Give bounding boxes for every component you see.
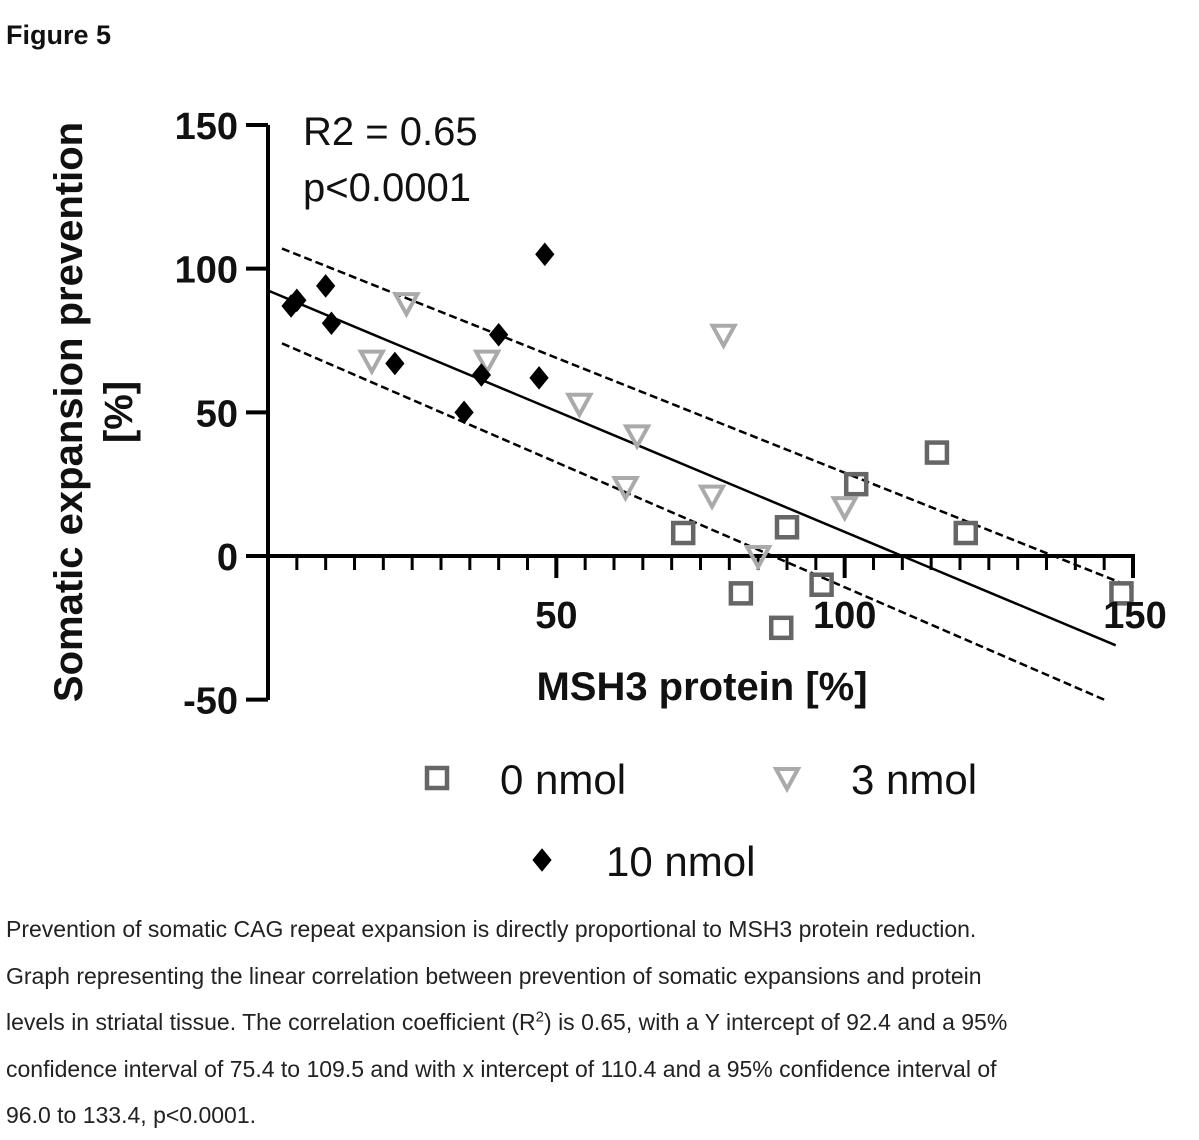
data-point — [565, 392, 594, 419]
data-point — [489, 322, 509, 347]
legend-label: 0 nmol — [500, 756, 626, 803]
data-point — [535, 242, 555, 267]
ci-upper-line — [281, 247, 1134, 589]
data-point — [316, 274, 336, 298]
data-points — [281, 242, 1134, 641]
data-point — [1109, 581, 1134, 606]
caption-line-3-start: levels in striatal tissue. The correlati… — [6, 1009, 536, 1035]
x-axis-label: MSH3 protein [%] — [536, 665, 867, 709]
caption-line-5: 96.0 to 133.4, p<0.0001. — [6, 1102, 257, 1128]
data-point — [622, 424, 652, 451]
scatter-chart: 150 100 50 0 -50 50 100 150 R2 = 0.65 p<0.0001… — [47, 106, 1167, 885]
y-tick-label: 100 — [175, 250, 238, 292]
figure-caption: Prevention of somatic CAG repeat expansi… — [6, 906, 1196, 1139]
data-point — [670, 520, 696, 546]
legend-label: 10 nmol — [606, 838, 755, 885]
figure-label: Figure 5 — [6, 20, 112, 50]
data-point — [774, 515, 800, 540]
data-point — [472, 349, 502, 376]
legend-marker — [772, 767, 802, 794]
data-point — [471, 363, 492, 387]
data-point — [953, 520, 979, 546]
caption-line-3: levels in striatal tissue. The correlati… — [6, 999, 1196, 1046]
data-point — [287, 288, 307, 313]
y-axis-label: Somatic expansion prevention — [47, 122, 91, 702]
data-point — [357, 349, 387, 376]
data-point — [924, 440, 950, 465]
data-point — [843, 471, 869, 497]
data-point — [611, 476, 640, 503]
data-point — [709, 323, 738, 350]
data-point — [321, 311, 342, 336]
y-tick-labels: 150 100 50 0 -50 — [175, 106, 238, 723]
data-point — [830, 496, 860, 523]
caption-line-1: Prevention of somatic CAG repeat expansi… — [6, 916, 977, 942]
legend-marker — [532, 848, 552, 872]
data-point — [768, 615, 794, 641]
data-point — [728, 581, 754, 606]
caption-line-3-end: ) is 0.65, with a Y intercept of 92.4 an… — [544, 1009, 1008, 1035]
data-point — [697, 484, 727, 511]
regression-line — [267, 289, 1117, 647]
caption-line-4: confidence interval of 75.4 to 109.5 and… — [6, 1055, 997, 1082]
data-point — [809, 572, 834, 597]
y-tick-label: -50 — [183, 681, 238, 723]
y-axis-label-unit: [%] — [97, 381, 141, 443]
legend-marker — [424, 765, 450, 791]
y-tick-label: 150 — [175, 106, 238, 148]
x-tick-label: 100 — [813, 595, 876, 637]
y-tick-label: 0 — [217, 537, 238, 579]
legend: 0 nmol 3 nmol 10 nmol — [424, 756, 977, 885]
y-tick-label: 50 — [196, 393, 238, 435]
p-annotation: p<0.0001 — [303, 166, 471, 210]
x-tick-labels: 50 100 150 — [535, 595, 1167, 637]
data-point — [392, 292, 421, 319]
x-tick-label: 150 — [1103, 595, 1166, 637]
caption-superscript: 2 — [535, 1008, 545, 1026]
chart-axes — [246, 123, 1135, 702]
data-point — [454, 400, 474, 425]
caption-line-2: Graph representing the linear correlatio… — [6, 962, 982, 989]
data-point — [385, 351, 405, 376]
data-point — [529, 366, 549, 390]
series-10-nmol — [281, 242, 555, 425]
x-tick-label: 50 — [535, 595, 577, 637]
r2-annotation: R2 = 0.65 — [303, 110, 478, 154]
data-point — [743, 545, 773, 572]
fit-lines — [267, 247, 1134, 701]
series-3-nmol — [357, 292, 860, 572]
series-0-nmol — [670, 440, 1134, 641]
legend-label: 3 nmol — [851, 756, 977, 803]
